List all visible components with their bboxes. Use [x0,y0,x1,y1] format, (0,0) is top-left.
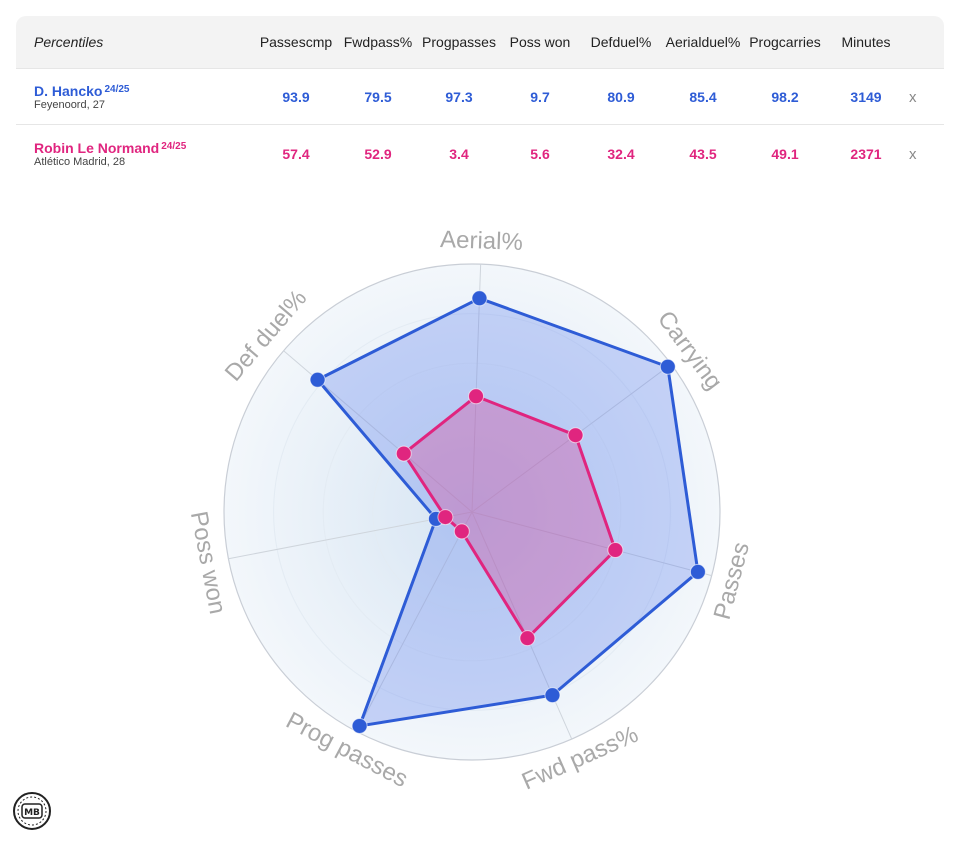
radar-point [544,687,561,704]
col-def-duel: Def duel% [590,33,652,50]
col-fwd-pass: Fwd pass% [343,33,413,50]
value-aerial-duel: 43.5 [689,146,717,162]
remove-player-button[interactable]: x [909,88,917,106]
table-header: Percentiles Passes cmp Fwd pass% Prog passe… [16,16,944,68]
value-fwd-pass: 79.5 [364,89,392,105]
radar-series-area [316,296,700,728]
col-aerial-duel: Aerial duel% [665,33,741,50]
value-prog-carries: 49.1 [771,146,799,162]
radar-point [453,523,470,540]
radar-ring [372,412,572,612]
radar-point [468,388,485,405]
value-minutes: 3149 [850,89,882,105]
player-club-age: Feyenoord, 27 [34,99,105,111]
radar-spoke [471,511,712,577]
value-minutes: 2371 [850,146,882,162]
player-season: 24/25 [104,84,130,95]
col-poss-won: Poss won [509,33,571,50]
value-poss-won: 9.7 [530,89,550,105]
radar-series-area [402,394,617,640]
remove-player-button[interactable]: x [909,145,917,163]
player-row-le-normand: Robin Le Normand 24/25 Atlético Madrid, 2… [16,124,944,183]
radar-axis-label: Aerial% [440,226,524,256]
radar-spoke [356,511,473,732]
value-fwd-pass: 52.9 [364,146,392,162]
radar-ring [273,313,671,711]
value-passes-cmp: 93.9 [282,89,310,105]
player-row-hancko: D. Hancko 24/25 Feyenoord, 27 93.9 79.5 9… [16,68,944,125]
percentiles-label: Percentiles [34,33,104,50]
player-name: D. Hancko 24/25 [34,83,130,99]
value-def-duel: 32.4 [607,146,635,162]
radar-point [309,371,326,388]
radar-point [471,290,488,307]
mb-logo: MB [12,791,52,831]
col-prog-carries: Prog carries [749,33,821,50]
player-season: 24/25 [161,141,187,152]
player-name: Robin Le Normand 24/25 [34,140,187,156]
value-def-duel: 80.9 [607,89,635,105]
value-prog-passes: 97.3 [445,89,473,105]
player-info: Robin Le Normand 24/25 Atlético Madrid, 2… [34,125,186,183]
radar-point [519,630,536,647]
player-club-age: Atlético Madrid, 28 [34,156,126,168]
radar-point [607,542,624,559]
value-poss-won: 5.6 [530,146,550,162]
col-minutes: Minutes [841,33,891,50]
radar-point [567,427,584,444]
col-prog-passes: Prog passes [422,33,496,50]
value-aerial-duel: 85.4 [689,89,717,105]
col-passes-cmp: Passes cmp [259,33,333,50]
radar-point [351,717,368,734]
value-passes-cmp: 57.4 [282,146,310,162]
radar-point [437,509,454,526]
radar-point [659,358,676,375]
radar-ring [322,362,622,662]
value-prog-carries: 98.2 [771,89,799,105]
svg-text:MB: MB [24,808,40,818]
radar-point [395,445,412,462]
player-info: D. Hancko 24/25 Feyenoord, 27 [34,69,130,125]
value-prog-passes: 3.4 [449,146,469,162]
radar-point [689,563,706,580]
